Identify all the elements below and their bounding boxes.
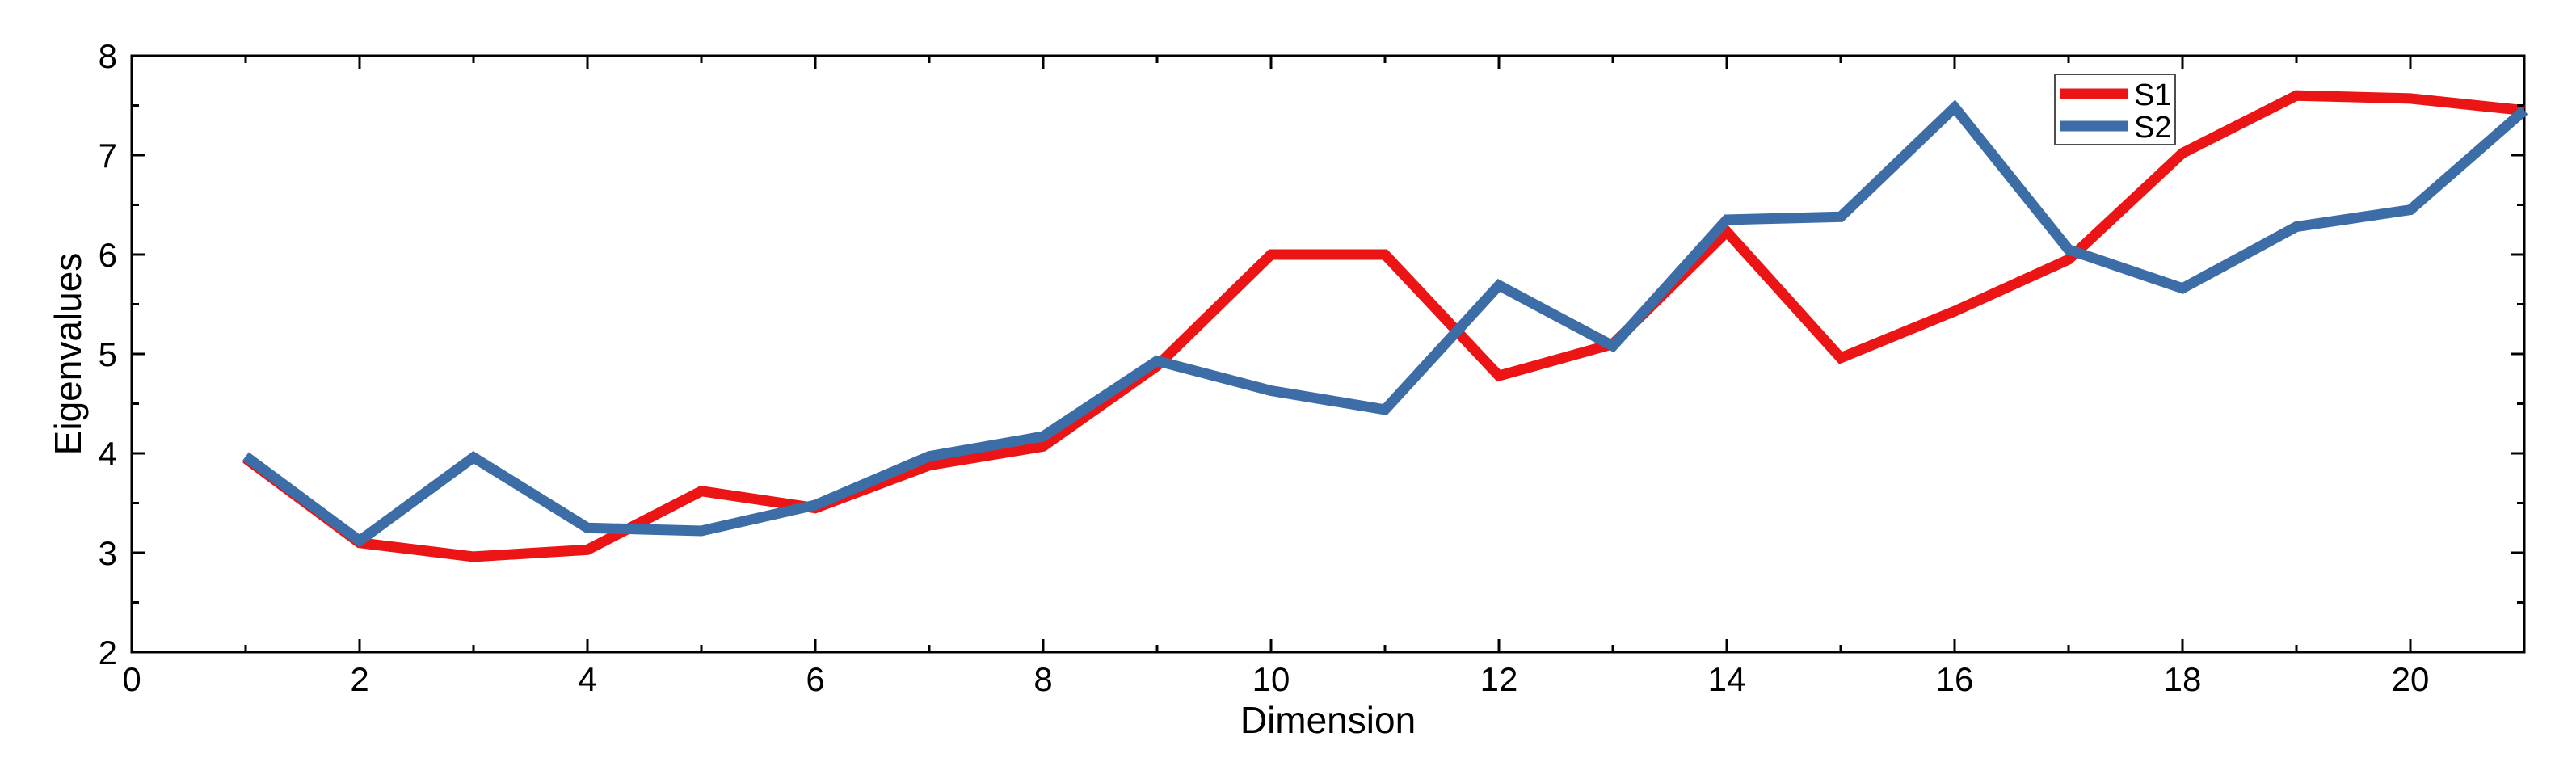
x-axis-title: Dimension	[1240, 699, 1416, 741]
y-tick-label: 8	[99, 37, 117, 75]
y-tick-label: 6	[99, 236, 117, 274]
series-layer	[242, 90, 2528, 562]
x-tick-label: 20	[2392, 660, 2430, 698]
tick-layer	[130, 54, 2526, 654]
y-axis-title: Eigenvalues	[47, 253, 89, 456]
series-s2-line	[242, 99, 2528, 548]
x-tick-label: 10	[1252, 660, 1290, 698]
x-tick-label: 8	[1033, 660, 1052, 698]
legend-label-s2: S2	[2134, 111, 2171, 145]
x-tick-label: 14	[1708, 660, 1746, 698]
x-tick-label: 16	[1936, 660, 1974, 698]
x-tick-label: 4	[578, 660, 596, 698]
y-tick-label: 7	[99, 137, 117, 175]
x-tick-label: 18	[2164, 660, 2202, 698]
x-tick-label: 0	[122, 660, 141, 698]
y-tick-label: 4	[99, 435, 117, 473]
legend-label-s1: S1	[2134, 78, 2171, 112]
x-tick-label: 6	[806, 660, 824, 698]
axis-label-layer: 0 2 4 6 8 10 12 14 16 18 202345678DimensionEigenva…	[47, 37, 2429, 741]
x-tick-label: 12	[1480, 660, 1518, 698]
y-tick-label: 5	[99, 335, 117, 373]
legend-box	[2054, 74, 2176, 145]
y-tick-label: 2	[99, 634, 117, 672]
y-tick-label: 3	[99, 534, 117, 572]
x-tick-label: 2	[350, 660, 368, 698]
